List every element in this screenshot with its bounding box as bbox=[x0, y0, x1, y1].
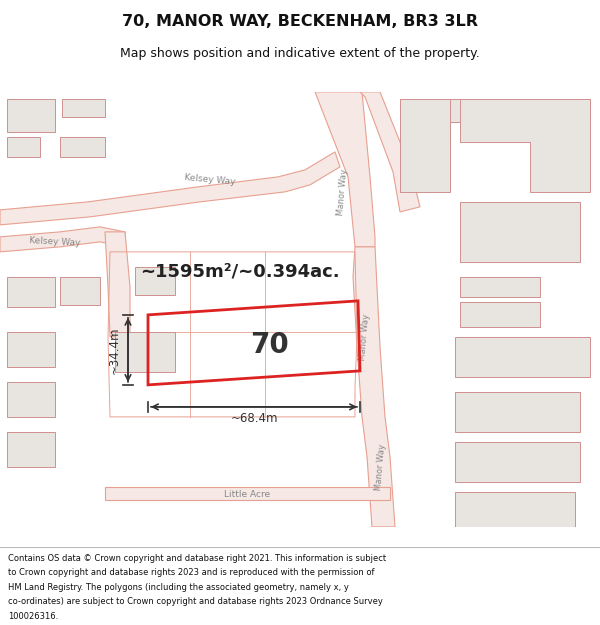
Polygon shape bbox=[7, 99, 55, 132]
Polygon shape bbox=[460, 277, 540, 297]
Polygon shape bbox=[7, 332, 55, 367]
Polygon shape bbox=[460, 99, 590, 192]
Polygon shape bbox=[455, 337, 590, 377]
Polygon shape bbox=[400, 99, 450, 192]
Text: Map shows position and indicative extent of the property.: Map shows position and indicative extent… bbox=[120, 48, 480, 61]
Text: Little Acre: Little Acre bbox=[224, 491, 270, 499]
Polygon shape bbox=[105, 232, 130, 337]
Text: ~34.4m: ~34.4m bbox=[107, 326, 121, 374]
Polygon shape bbox=[7, 432, 55, 467]
Text: Manor Way: Manor Way bbox=[337, 168, 350, 216]
Polygon shape bbox=[455, 492, 575, 527]
Polygon shape bbox=[7, 277, 55, 307]
Polygon shape bbox=[455, 392, 580, 432]
Text: Manor Way: Manor Way bbox=[358, 313, 371, 361]
Polygon shape bbox=[455, 442, 580, 482]
Text: ~1595m²/~0.394ac.: ~1595m²/~0.394ac. bbox=[140, 263, 340, 281]
Polygon shape bbox=[400, 99, 590, 122]
Polygon shape bbox=[360, 92, 420, 212]
Polygon shape bbox=[135, 267, 175, 295]
Text: to Crown copyright and database rights 2023 and is reproduced with the permissio: to Crown copyright and database rights 2… bbox=[8, 568, 374, 578]
Polygon shape bbox=[400, 99, 450, 137]
Text: co-ordinates) are subject to Crown copyright and database rights 2023 Ordnance S: co-ordinates) are subject to Crown copyr… bbox=[8, 598, 383, 606]
Text: 70: 70 bbox=[251, 331, 289, 359]
Polygon shape bbox=[105, 487, 390, 500]
Polygon shape bbox=[7, 137, 40, 157]
Polygon shape bbox=[7, 382, 55, 417]
Text: ~68.4m: ~68.4m bbox=[230, 412, 278, 426]
Text: Manor Way: Manor Way bbox=[374, 443, 388, 491]
Polygon shape bbox=[0, 152, 340, 225]
Polygon shape bbox=[460, 202, 580, 262]
Polygon shape bbox=[353, 247, 395, 527]
Polygon shape bbox=[60, 277, 100, 305]
Polygon shape bbox=[0, 227, 125, 252]
Polygon shape bbox=[115, 332, 175, 372]
Text: HM Land Registry. The polygons (including the associated geometry, namely x, y: HM Land Registry. The polygons (includin… bbox=[8, 582, 349, 592]
Text: 70, MANOR WAY, BECKENHAM, BR3 3LR: 70, MANOR WAY, BECKENHAM, BR3 3LR bbox=[122, 14, 478, 29]
Polygon shape bbox=[62, 99, 105, 117]
Text: Contains OS data © Crown copyright and database right 2021. This information is : Contains OS data © Crown copyright and d… bbox=[8, 554, 386, 563]
Text: 100026316.: 100026316. bbox=[8, 612, 58, 621]
Polygon shape bbox=[60, 137, 105, 157]
Polygon shape bbox=[315, 92, 375, 247]
Text: Kelsey Way: Kelsey Way bbox=[184, 173, 236, 187]
Polygon shape bbox=[460, 302, 540, 327]
Text: Kelsey Way: Kelsey Way bbox=[29, 236, 81, 248]
